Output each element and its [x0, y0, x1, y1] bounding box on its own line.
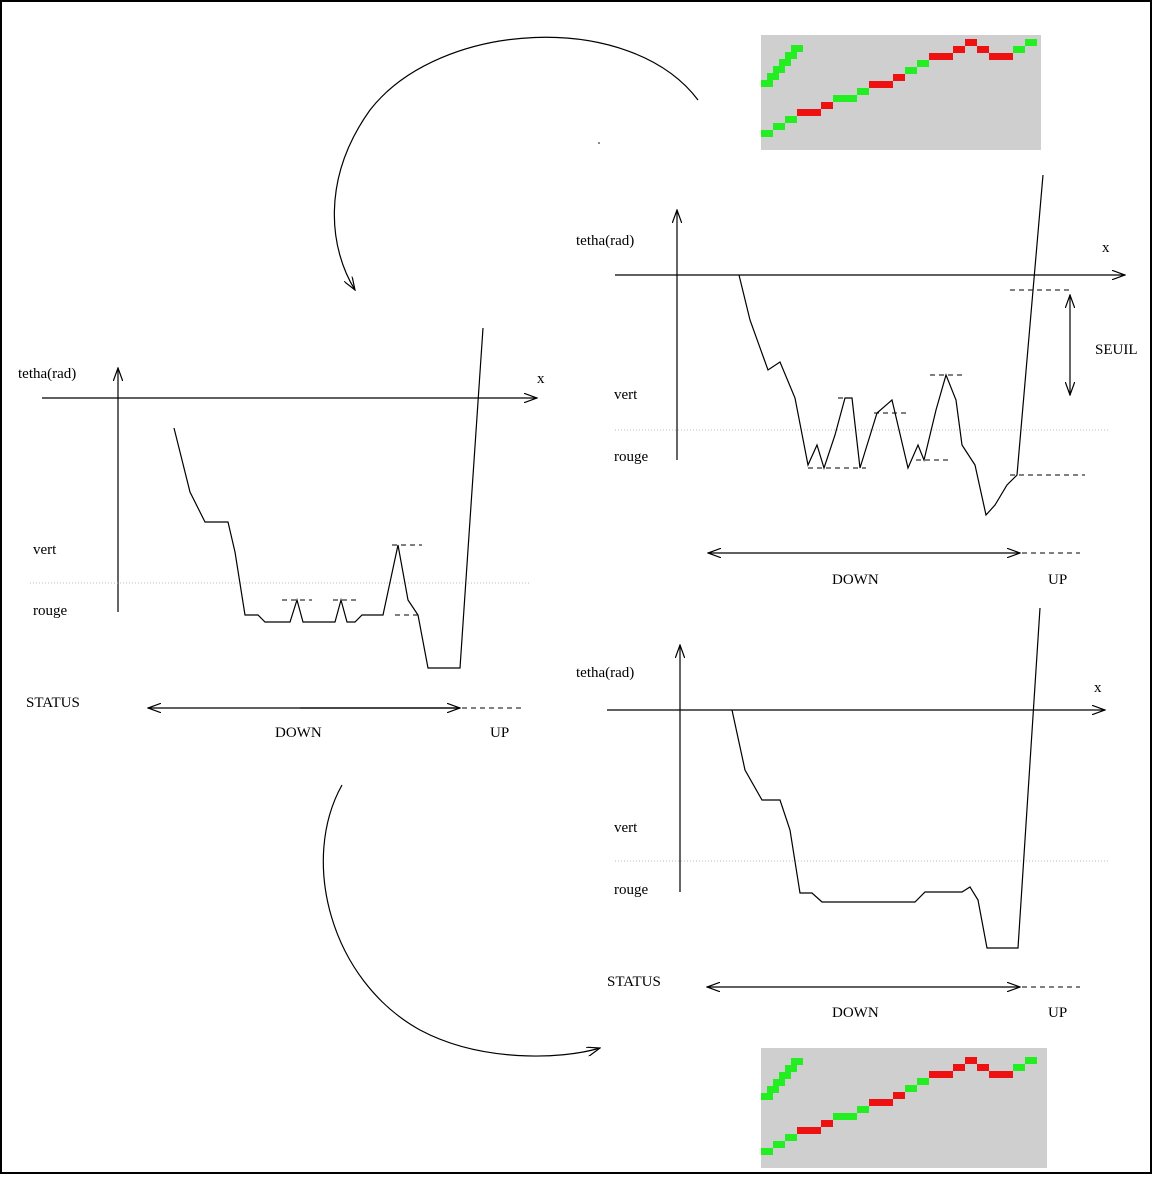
pixel: [893, 74, 905, 81]
y-axis-label: tetha(rad): [576, 233, 634, 249]
pixel: [761, 80, 773, 87]
state-label: DOWN: [832, 1005, 879, 1021]
pixel: [869, 81, 881, 88]
pixel: [857, 88, 869, 95]
level-label: rouge: [614, 882, 648, 898]
pixel: [779, 1072, 791, 1079]
panel-bottom-right: tetha(rad) x vert rouge STATUS DOWN UP: [576, 608, 1110, 1021]
pixel: [797, 109, 809, 116]
state-label: UP: [490, 725, 509, 741]
state-label: DOWN: [832, 572, 879, 588]
pixel: [785, 1065, 797, 1072]
diagram: tetha(rad) x vert rouge STATUS DOWN UP t…: [0, 0, 1153, 1175]
pixel: [989, 1071, 1001, 1078]
pixel: [809, 109, 821, 116]
pixel: [797, 1127, 809, 1134]
pixel: [905, 67, 917, 74]
level-label: vert: [33, 542, 57, 558]
pixel: [893, 1092, 905, 1099]
pixel: [917, 60, 929, 67]
pixel: [845, 95, 857, 102]
pixel: [821, 1120, 833, 1127]
pixel: [761, 1148, 773, 1155]
pixel: [917, 1078, 929, 1085]
panel-top-right: tetha(rad) x vert rouge SEUIL DOWN UP: [576, 175, 1138, 588]
pixel: [953, 46, 965, 53]
status-label: STATUS: [607, 974, 661, 990]
pixel: [929, 1071, 941, 1078]
pixel: [941, 53, 953, 60]
pixel: [1001, 1071, 1013, 1078]
x-axis-label: x: [1102, 240, 1110, 256]
pixel: [791, 45, 803, 52]
pixel: [761, 1093, 773, 1100]
page: tetha(rad) x vert rouge STATUS DOWN UP t…: [0, 0, 1153, 1180]
level-label: vert: [614, 387, 638, 403]
pixel: [929, 53, 941, 60]
status-label: STATUS: [26, 695, 80, 711]
state-label: UP: [1048, 1005, 1067, 1021]
cycle-arrow: [334, 37, 698, 290]
pixel: [965, 39, 977, 46]
pixel: [1025, 1057, 1037, 1064]
panel-left: tetha(rad) x vert rouge STATUS DOWN UP: [18, 328, 545, 741]
state-label: UP: [1048, 572, 1067, 588]
pixel: [773, 66, 785, 73]
pixel: [833, 1113, 845, 1120]
pixel: [767, 1086, 779, 1093]
pixel: [767, 73, 779, 80]
pixel: [821, 102, 833, 109]
cycle-arrow: [323, 785, 600, 1056]
frame: [1, 1, 1151, 1173]
pixel: [989, 53, 1001, 60]
level-label: vert: [614, 820, 638, 836]
pixel: [773, 1141, 785, 1148]
pixel: [1025, 39, 1037, 46]
pixel: [779, 59, 791, 66]
pixel: [785, 116, 797, 123]
pixel: [881, 81, 893, 88]
pixel: [869, 1099, 881, 1106]
pixel: [953, 1064, 965, 1071]
pixel: [1001, 53, 1013, 60]
pixel: [977, 1064, 989, 1071]
pixel: [977, 46, 989, 53]
threshold-label: SEUIL: [1095, 342, 1138, 358]
pixel: [881, 1099, 893, 1106]
pixel: [791, 1058, 803, 1065]
pixel: [1013, 46, 1025, 53]
pixel: [905, 1085, 917, 1092]
pixel: [773, 123, 785, 130]
pixel: [761, 130, 773, 137]
pixel-image: [761, 1048, 1047, 1168]
pixel: [1013, 1064, 1025, 1071]
level-label: rouge: [33, 603, 67, 619]
x-axis-label: x: [537, 371, 545, 387]
state-label: DOWN: [275, 725, 322, 741]
pixel-image: [761, 35, 1041, 150]
pixel: [785, 52, 797, 59]
pixel: [941, 1071, 953, 1078]
pixel: [857, 1106, 869, 1113]
x-axis-label: x: [1094, 680, 1102, 696]
pixel: [965, 1057, 977, 1064]
y-axis-label: tetha(rad): [576, 665, 634, 681]
level-label: rouge: [614, 449, 648, 465]
pixel: [785, 1134, 797, 1141]
y-axis-label: tetha(rad): [18, 366, 76, 382]
pixel: [833, 95, 845, 102]
pixel: [773, 1079, 785, 1086]
pixel: [845, 1113, 857, 1120]
pixel: [809, 1127, 821, 1134]
